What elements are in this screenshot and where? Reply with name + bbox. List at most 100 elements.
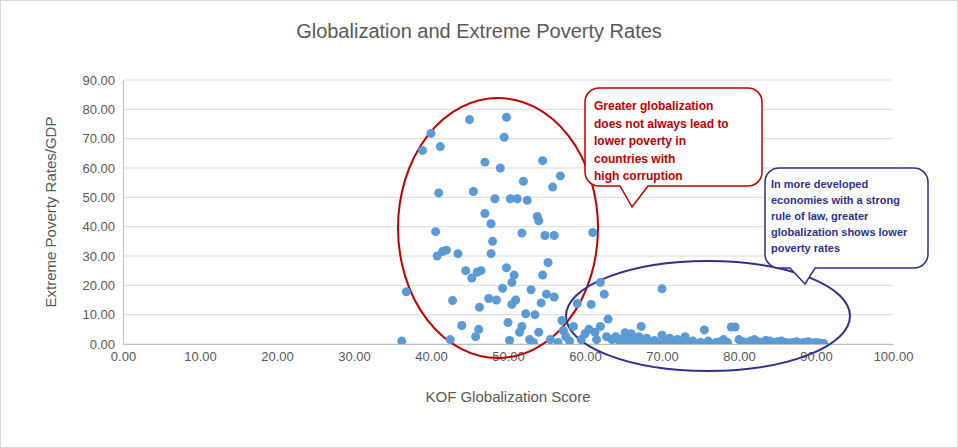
chart-frame: [1, 1, 958, 448]
tick: 80.00: [723, 344, 756, 364]
chart-container: 0.0010.0020.0030.0040.0050.0060.0070.008…: [0, 0, 958, 448]
point: [465, 115, 474, 124]
point: [505, 336, 514, 344]
tick: 40.00: [82, 219, 123, 234]
point: [604, 315, 613, 324]
tick: 90.00: [82, 73, 123, 88]
axis-line: [124, 344, 894, 345]
point: [556, 171, 565, 180]
point: [540, 231, 549, 240]
point: [517, 322, 526, 331]
tick-label: 60.00: [82, 161, 115, 176]
point: [696, 338, 705, 344]
tick: 70.00: [646, 344, 679, 364]
point: [431, 227, 440, 236]
annotation-text: high corruption: [594, 169, 683, 183]
point: [688, 337, 697, 344]
tick-label: 60.00: [569, 349, 602, 364]
tick-label: 50.00: [82, 190, 115, 205]
point: [587, 300, 596, 309]
chart-title: Globalization and Extreme Poverty Rates: [296, 20, 662, 42]
point: [446, 335, 455, 344]
point: [496, 164, 505, 173]
point: [402, 287, 411, 296]
tick-label: 40.00: [415, 349, 448, 364]
point: [517, 229, 526, 238]
point: [554, 338, 563, 344]
callout-box: [585, 88, 762, 207]
tick: 80.00: [82, 102, 123, 117]
point: [487, 249, 496, 258]
point: [592, 335, 601, 344]
tick: 100.00: [874, 344, 914, 364]
point: [534, 328, 543, 337]
point: [475, 303, 484, 312]
point: [513, 194, 522, 203]
tick-label: 100.00: [874, 349, 914, 364]
tick-label: 10.00: [184, 349, 217, 364]
point: [600, 290, 609, 299]
point: [477, 266, 486, 275]
point: [434, 188, 443, 197]
annotation-text: economies with a strong: [771, 194, 900, 206]
tick: 30.00: [338, 344, 371, 364]
point: [397, 337, 406, 344]
point: [427, 129, 436, 138]
callout-box: [765, 168, 928, 284]
annotation-text: countries with: [594, 152, 675, 166]
point: [538, 271, 547, 280]
tick-label: 40.00: [82, 219, 115, 234]
point: [700, 325, 709, 334]
point: [500, 133, 509, 142]
tick-label: 30.00: [82, 249, 115, 264]
point: [457, 321, 466, 330]
point: [487, 219, 496, 228]
point: [510, 271, 519, 280]
tick-label: 70.00: [82, 131, 115, 146]
tick-label: 80.00: [723, 349, 756, 364]
point: [546, 335, 555, 344]
point: [596, 322, 605, 331]
tick-label: 20.00: [82, 278, 115, 293]
point: [436, 142, 445, 151]
tick: 20.00: [261, 344, 294, 364]
point: [538, 156, 547, 165]
point: [557, 316, 566, 325]
point: [534, 216, 543, 225]
point: [565, 337, 574, 344]
axis-line: [123, 81, 124, 345]
point: [484, 294, 493, 303]
tick: 30.00: [82, 249, 123, 264]
grid-line: [123, 109, 893, 110]
annotation-ellipse: [398, 98, 598, 358]
tick-label: 80.00: [82, 102, 115, 117]
point: [573, 299, 582, 308]
point: [502, 263, 511, 272]
annotation-text: Greater globalization: [594, 99, 713, 113]
point: [529, 338, 538, 344]
tick: 10.00: [184, 344, 217, 364]
points: [397, 113, 828, 344]
tick-label: 30.00: [338, 349, 371, 364]
point: [480, 158, 489, 167]
point: [461, 266, 470, 275]
annotation-text: rule of law, greater: [771, 210, 869, 222]
grid-line: [123, 285, 893, 286]
annotation-text: lower poverty in: [594, 134, 686, 148]
tick-label: 70.00: [646, 349, 679, 364]
annotation-text: globalization shows lower: [771, 226, 908, 238]
point: [511, 296, 520, 305]
point: [523, 196, 532, 205]
tick: 10.00: [82, 307, 123, 322]
point: [550, 293, 559, 302]
point: [569, 322, 578, 331]
point: [731, 322, 740, 331]
point: [453, 249, 462, 258]
point: [521, 309, 530, 318]
x-axis: 0.0010.0020.0030.0040.0050.0060.0070.008…: [111, 344, 914, 364]
tick-label: 90.00: [82, 73, 115, 88]
point: [498, 284, 507, 293]
tick: 20.00: [82, 278, 123, 293]
point: [488, 237, 497, 246]
tick: 60.00: [82, 161, 123, 176]
